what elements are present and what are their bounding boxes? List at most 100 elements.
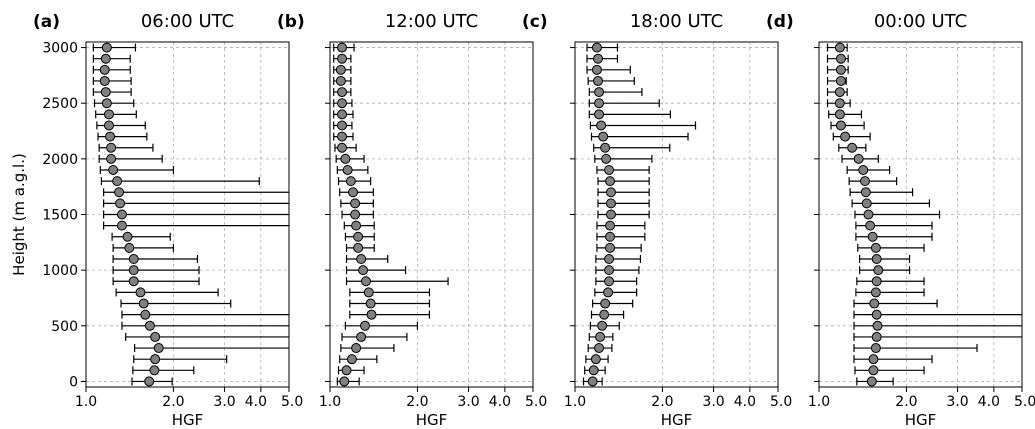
data-point (353, 231, 364, 242)
x-tick-label: 2.0 (406, 394, 428, 410)
data-point (363, 287, 374, 298)
data-point (115, 198, 126, 209)
data-point (840, 131, 851, 142)
data-point (834, 42, 845, 53)
data-point (861, 198, 872, 209)
data-point (603, 287, 614, 298)
x-axis-label: HGF (905, 411, 937, 429)
panel-title: 00:00 UTC (874, 11, 967, 32)
data-point (834, 109, 845, 120)
data-point (351, 343, 362, 354)
data-point (144, 320, 155, 331)
data-point (835, 75, 846, 86)
data-point (600, 298, 611, 309)
data-point (128, 265, 139, 276)
x-tick-label: 1.0 (319, 394, 341, 410)
data-point (871, 309, 882, 320)
data-point (870, 242, 881, 253)
data-point (872, 320, 883, 331)
data-point (116, 220, 127, 231)
data-point (365, 298, 376, 309)
x-tick-label: 1.0 (75, 394, 97, 410)
x-tick-label: 5.0 (770, 394, 792, 410)
data-point (138, 298, 149, 309)
data-point (350, 198, 361, 209)
y-tick-label: 1000 (42, 263, 78, 279)
data-point (353, 242, 364, 253)
data-point (587, 376, 598, 387)
data-point (122, 231, 133, 242)
data-point (149, 365, 160, 376)
y-tick-label: 0 (69, 374, 78, 390)
data-point (106, 153, 117, 164)
data-point (871, 254, 882, 265)
data-point (605, 242, 616, 253)
data-point (99, 64, 110, 75)
data-point (337, 42, 348, 53)
y-tick-label: 500 (51, 319, 78, 335)
data-point (592, 53, 603, 64)
x-axis-label: HGF (416, 411, 448, 429)
data-point (590, 354, 601, 365)
data-point (605, 198, 616, 209)
y-axis-label: Height (m a.g.l.) (10, 153, 28, 276)
x-tick-label: 5.0 (1014, 394, 1035, 410)
data-point (350, 209, 361, 220)
data-point (360, 320, 371, 331)
x-tick-label: 2.0 (895, 394, 917, 410)
x-tick-label: 4.0 (978, 394, 1000, 410)
x-tick-label: 1.0 (564, 394, 586, 410)
data-point (605, 209, 616, 220)
data-point (337, 120, 348, 131)
data-point (871, 331, 882, 342)
data-point (105, 131, 116, 142)
panel-letter: (a) (33, 12, 60, 32)
data-point (135, 287, 146, 298)
data-point (337, 109, 348, 120)
y-tick-label: 3000 (42, 41, 78, 57)
data-point (351, 220, 362, 231)
data-point (112, 176, 123, 187)
x-tick-label: 5.0 (281, 394, 303, 410)
data-point (360, 276, 371, 287)
data-point (337, 98, 348, 109)
data-point (870, 343, 881, 354)
data-point (101, 42, 112, 53)
data-point (596, 120, 607, 131)
plot-frame (574, 41, 779, 388)
data-point (337, 142, 348, 153)
data-point (866, 376, 877, 387)
data-point (345, 176, 356, 187)
data-point (869, 298, 880, 309)
data-point (358, 265, 369, 276)
x-tick-label: 1.0 (808, 394, 830, 410)
y-tick-label: 2500 (42, 96, 78, 112)
data-point (592, 75, 603, 86)
data-point (594, 109, 605, 120)
data-point (863, 209, 874, 220)
data-point (150, 331, 161, 342)
data-point (100, 87, 111, 98)
panel-letter: (d) (766, 12, 794, 32)
data-point (356, 331, 367, 342)
x-tick-label: 3.0 (213, 394, 235, 410)
x-tick-label: 2.0 (162, 394, 184, 410)
x-axis-label: HGF (172, 411, 204, 429)
data-point (116, 209, 127, 220)
data-point (597, 320, 608, 331)
data-point (100, 53, 111, 64)
y-tick-label: 1500 (42, 208, 78, 224)
data-point (605, 231, 616, 242)
data-point (873, 265, 884, 276)
data-point (605, 220, 616, 231)
data-point (337, 87, 348, 98)
data-point (604, 164, 615, 175)
data-point (870, 287, 881, 298)
data-point (339, 376, 350, 387)
data-point (605, 176, 616, 187)
data-point (601, 153, 612, 164)
data-point (99, 75, 110, 86)
panel-letter: (c) (522, 12, 548, 32)
data-point (871, 276, 882, 287)
